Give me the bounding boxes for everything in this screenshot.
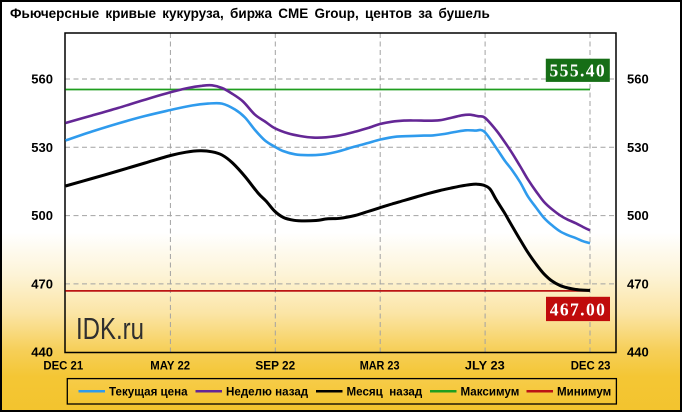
svg-text:Минимум: Минимум [557,386,611,399]
svg-text:DEC 21: DEC 21 [43,358,83,372]
svg-text:Месяц назад: Месяц назад [347,386,423,399]
svg-text:IDK.ru: IDK.ru [76,311,144,346]
svg-text:440: 440 [31,345,53,360]
svg-text:530: 530 [31,140,53,155]
svg-text:467.00: 467.00 [550,299,607,319]
svg-text:470: 470 [31,276,53,291]
svg-text:Фьючерсные кривые кукуруза, би: Фьючерсные кривые кукуруза, биржа CME Gr… [10,6,490,21]
svg-text:MAR 23: MAR 23 [360,358,400,372]
svg-text:560: 560 [627,72,649,87]
svg-text:560: 560 [31,72,53,87]
svg-text:440: 440 [627,345,649,360]
svg-text:500: 500 [627,208,649,223]
svg-text:MAY 22: MAY 22 [150,358,190,372]
svg-text:DEC 23: DEC 23 [571,358,611,372]
svg-text:530: 530 [627,140,649,155]
svg-text:470: 470 [627,276,649,291]
svg-text:500: 500 [31,208,53,223]
svg-text:Максимум: Максимум [461,386,520,399]
svg-text:SEP 22: SEP 22 [255,358,295,372]
svg-text:555.40: 555.40 [550,61,607,81]
svg-text:JLY 23: JLY 23 [465,358,505,372]
svg-text:Текущая цена: Текущая цена [109,386,188,399]
svg-text:Неделю назад: Неделю назад [226,386,309,399]
